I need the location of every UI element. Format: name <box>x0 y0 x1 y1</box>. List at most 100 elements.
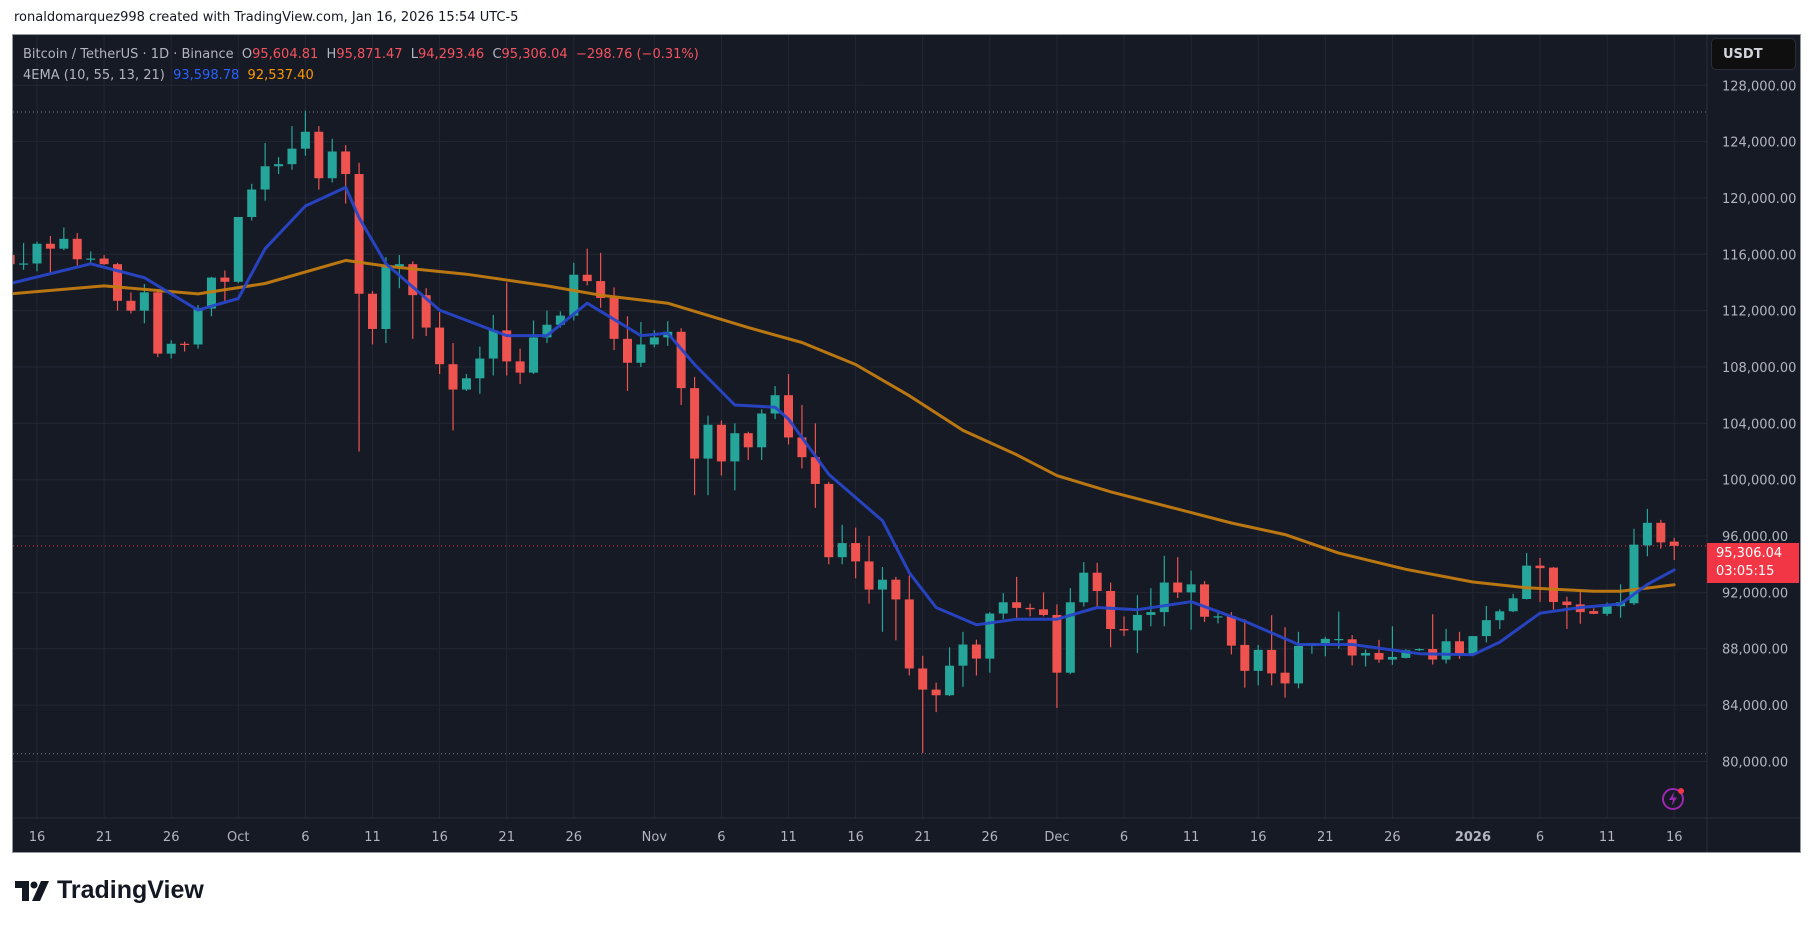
time-tick-label: 21 <box>498 830 515 845</box>
candle-body <box>502 330 512 362</box>
candle <box>32 241 42 272</box>
candle-body <box>1267 649 1277 674</box>
close-value: 95,306.04 <box>501 47 568 62</box>
candle <box>676 328 686 406</box>
candle-body <box>1441 641 1451 660</box>
candle <box>86 251 96 265</box>
candle-body <box>1173 582 1183 593</box>
candle-body <box>45 243 55 249</box>
candle-body <box>314 131 324 179</box>
candle <box>864 536 874 604</box>
candle <box>1642 508 1652 557</box>
candle <box>502 282 512 376</box>
candle-body <box>86 258 96 260</box>
candle-body <box>13 255 15 265</box>
currency-button[interactable]: USDT <box>1711 38 1796 70</box>
candle-body <box>1079 572 1089 603</box>
candle <box>421 288 431 337</box>
candle-body <box>918 668 928 690</box>
candle <box>1629 528 1639 606</box>
candle <box>971 639 981 676</box>
price-tick-label: 84,000.00 <box>1722 699 1788 714</box>
candle <box>247 183 257 221</box>
candle-body <box>32 243 42 264</box>
time-tick-label: 26 <box>566 830 583 845</box>
chart-frame <box>12 34 1801 853</box>
candle-body <box>770 395 780 414</box>
time-tick-label: 6 <box>717 830 725 845</box>
candle-body <box>72 238 82 260</box>
candle-body <box>1387 656 1397 660</box>
candle <box>784 374 794 445</box>
lightning-icon[interactable] <box>1661 787 1685 811</box>
candle-body <box>1106 590 1116 630</box>
candle <box>1589 608 1599 615</box>
candle <box>1012 576 1022 618</box>
candle-body <box>1025 607 1035 610</box>
candle-body <box>1602 606 1612 614</box>
candle <box>72 233 82 266</box>
candle-body <box>1253 649 1263 671</box>
candle-body <box>1589 611 1599 614</box>
candle-body <box>1401 650 1411 658</box>
candle <box>166 340 176 359</box>
price-tick-label: 124,000.00 <box>1722 136 1796 151</box>
candle <box>1669 537 1679 561</box>
candle-body <box>1200 584 1210 617</box>
candle-body <box>126 300 136 311</box>
candle <box>475 346 485 394</box>
open-value: 95,604.81 <box>252 47 319 62</box>
candle-body <box>233 216 243 282</box>
candle-body <box>1562 601 1572 606</box>
candle <box>810 423 820 508</box>
low-value: 94,293.46 <box>418 47 485 62</box>
candle <box>45 235 55 273</box>
tradingview-logo[interactable]: TradingView <box>15 876 204 905</box>
candle-body <box>555 315 565 325</box>
tradingview-logo-icon <box>15 880 49 901</box>
candle-body <box>1226 616 1236 646</box>
candle <box>1253 644 1263 686</box>
candle-body <box>542 324 552 338</box>
candle <box>945 647 955 696</box>
candle <box>461 374 471 391</box>
candle-body <box>59 238 69 249</box>
candle <box>448 343 458 431</box>
candle-body <box>649 337 659 345</box>
candle-body <box>1629 544 1639 604</box>
candle <box>703 415 713 496</box>
price-tick-label: 104,000.00 <box>1722 417 1796 432</box>
candle-body <box>971 644 981 659</box>
candle <box>958 631 968 687</box>
symbol-title[interactable]: Bitcoin / TetherUS · 1D · Binance <box>23 47 234 62</box>
indicator-title[interactable]: 4EMA (10, 55, 13, 21) <box>23 68 165 83</box>
time-tick-label: 6 <box>301 830 309 845</box>
candle <box>260 143 270 201</box>
candle <box>341 145 351 204</box>
candle <box>918 655 928 753</box>
candle-body <box>394 264 404 267</box>
candle <box>1441 628 1451 664</box>
candle-body <box>1146 612 1156 615</box>
candle <box>837 524 847 565</box>
candle <box>1414 648 1424 652</box>
candle-body <box>220 277 230 282</box>
candle <box>153 289 163 358</box>
candle-body <box>1334 639 1344 641</box>
candle-body <box>1535 565 1545 569</box>
candle <box>542 310 552 344</box>
candle <box>1428 614 1438 665</box>
candle <box>1065 588 1075 675</box>
candle <box>220 270 230 301</box>
candle-body <box>354 174 364 294</box>
candle-body <box>864 561 874 590</box>
time-tick-label: 21 <box>96 830 113 845</box>
candle <box>1226 612 1236 655</box>
candle <box>515 348 525 384</box>
candle-body <box>904 599 914 669</box>
chart-credit: ronaldomarquez998 created with TradingVi… <box>14 10 519 25</box>
candle-body <box>1468 636 1478 654</box>
candle-body <box>193 308 203 345</box>
candle-body <box>1186 584 1196 593</box>
